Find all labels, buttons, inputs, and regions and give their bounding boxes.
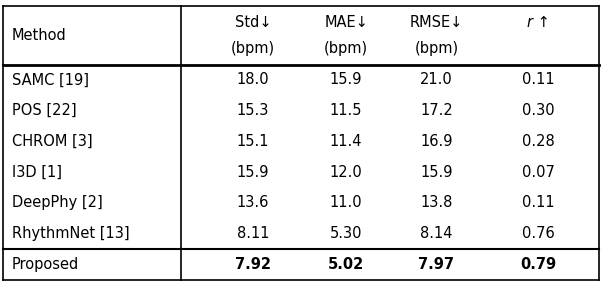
Text: 0.30: 0.30 [523,103,555,118]
Text: 7.92: 7.92 [235,257,271,272]
Text: 13.6: 13.6 [237,195,269,210]
Text: (bpm): (bpm) [231,41,275,56]
Text: 0.76: 0.76 [523,226,555,241]
Text: RhythmNet [13]: RhythmNet [13] [12,226,129,241]
Text: 5.30: 5.30 [330,226,362,241]
Text: 11.0: 11.0 [330,195,362,210]
Text: 0.07: 0.07 [523,165,555,180]
Text: 0.11: 0.11 [523,195,555,210]
Text: 8.14: 8.14 [420,226,453,241]
Text: 18.0: 18.0 [237,72,269,87]
Text: 0.11: 0.11 [523,72,555,87]
Text: 5.02: 5.02 [328,257,364,272]
Text: POS [22]: POS [22] [12,103,76,118]
Text: 15.1: 15.1 [237,134,269,149]
Text: CHROM [3]: CHROM [3] [12,134,93,149]
Text: Method: Method [12,28,67,43]
Text: I3D [1]: I3D [1] [12,165,62,180]
Text: RMSE↓: RMSE↓ [410,15,463,30]
Text: 15.9: 15.9 [330,72,362,87]
Text: DeepPhy [2]: DeepPhy [2] [12,195,103,210]
Text: 7.97: 7.97 [418,257,455,272]
Text: 12.0: 12.0 [330,165,362,180]
Text: 8.11: 8.11 [237,226,269,241]
Text: 17.2: 17.2 [420,103,453,118]
Text: Std↓: Std↓ [235,15,271,30]
Text: MAE↓: MAE↓ [324,15,368,30]
Text: r ↑: r ↑ [527,15,550,30]
Text: 15.9: 15.9 [420,165,453,180]
Text: 0.79: 0.79 [521,257,557,272]
Text: 21.0: 21.0 [420,72,453,87]
Text: 13.8: 13.8 [420,195,453,210]
Text: 15.9: 15.9 [237,165,269,180]
Text: 16.9: 16.9 [420,134,453,149]
Text: Proposed: Proposed [12,257,79,272]
Text: 11.4: 11.4 [330,134,362,149]
Text: (bpm): (bpm) [324,41,368,56]
Text: 0.28: 0.28 [523,134,555,149]
Text: (bpm): (bpm) [414,41,459,56]
Text: SAMC [19]: SAMC [19] [12,72,89,87]
Text: 15.3: 15.3 [237,103,269,118]
Text: 11.5: 11.5 [330,103,362,118]
